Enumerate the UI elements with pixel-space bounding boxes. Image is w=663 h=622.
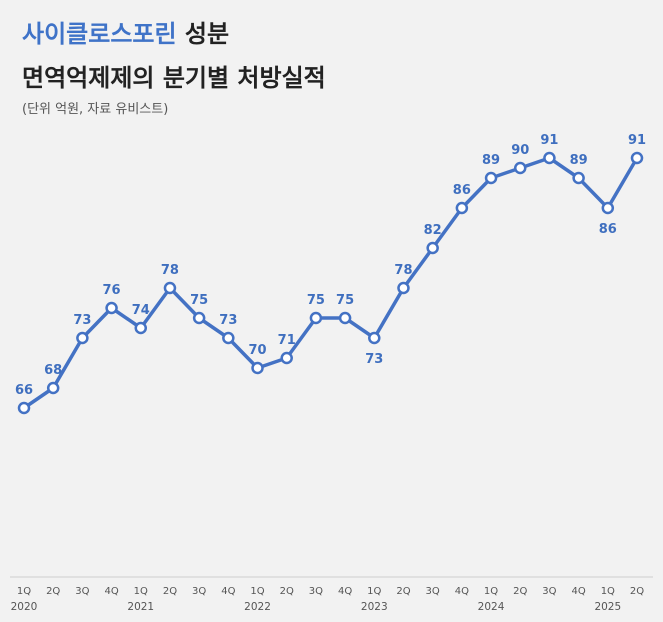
data-label: 82 [424,223,442,238]
x-tick-label: 4Q [338,586,352,597]
data-point [17,401,31,415]
series-line [22,156,639,410]
series-line-layer [22,156,639,410]
data-label: 90 [511,143,529,158]
x-tick-label: 3Q [309,586,323,597]
data-label: 89 [570,153,588,168]
data-point [426,241,439,255]
x-tick-label: 3Q [192,586,206,597]
data-point [192,311,206,325]
x-axis: 1Q 2Q 3Q 4Q 1Q 2Q 3Q 4Q 1Q 2Q 3Q 4Q 1Q 2Q 3Q 4Q 1Q 2Q 3Q 4Q… [10,576,653,613]
x-year-label: 2020 [11,601,38,613]
title-accent: 사이클로스포린 [22,20,177,48]
data-point [76,331,89,345]
data-label: 86 [453,183,471,198]
data-label: 91 [628,133,646,148]
x-year-label: 2025 [594,601,621,613]
data-label: 78 [394,263,412,278]
x-tick-label: 2Q [280,586,294,597]
data-label: 75 [336,293,354,308]
data-label: 71 [278,333,296,348]
title-rest: 성분 [176,20,230,48]
x-tick-label: 3Q [75,586,89,597]
data-point [601,201,615,215]
data-point [163,281,177,295]
data-point [513,161,527,175]
data-point [455,201,469,215]
data-point [484,171,498,185]
data-label: 66 [15,383,33,398]
x-tick-label: 4Q [572,586,586,597]
x-tick-label: 2Q [513,586,527,597]
x-tick-label: 1Q [134,586,148,597]
x-tick-label: 2Q [46,586,60,597]
x-tick-label: 2Q [163,586,177,597]
data-point [251,361,264,375]
data-point [572,171,585,185]
data-point [46,381,60,395]
chart-title-line2: 면역억제제의 분기별 처방실적 [22,64,326,92]
chart-subtitle: (단위 억원, 자료 유비스트) [22,102,169,117]
chart-title-line1: 사이클로스포린 성분 [22,18,326,50]
data-point [280,351,293,365]
x-tick-label: 4Q [104,586,118,597]
data-points [17,151,644,415]
data-point [309,311,323,325]
data-label: 86 [599,222,617,237]
data-point [397,281,410,295]
data-label: 91 [540,133,558,148]
data-point [222,331,235,345]
data-label: 76 [103,283,121,298]
data-point [543,151,556,165]
data-label: 78 [161,263,179,278]
x-tick-label: 1Q [17,586,31,597]
x-tick-label: 1Q [601,586,615,597]
x-year-label: 2023 [361,601,388,613]
data-point [368,331,381,345]
chart-header: 사이클로스포린 성분 면역억제제의 분기별 처방실적 (단위 억원, 자료 유비… [22,18,326,117]
data-point [338,311,352,325]
x-tick-label: 4Q [221,586,235,597]
data-label: 68 [44,363,62,378]
x-tick-label: 1Q [484,586,498,597]
x-tick-label: 2Q [630,586,644,597]
x-tick-label: 4Q [455,586,469,597]
data-label: 70 [248,343,266,358]
data-label: 73 [219,313,237,328]
data-point [134,321,148,335]
x-year-label: 2024 [478,601,505,613]
data-label: 75 [307,293,325,308]
x-tick-label: 2Q [396,586,410,597]
x-year-label: 2022 [244,601,271,613]
x-year-label: 2021 [127,601,154,613]
data-labels: 66 68 73 76 74 78 75 73 70 71 75 75 73 78 82 86 89 90 91 89… [15,133,646,398]
data-label: 73 [365,352,383,367]
x-tick-label: 3Q [542,586,556,597]
x-tick-label: 1Q [250,586,264,597]
x-tick-label: 3Q [426,586,440,597]
data-label: 89 [482,153,500,168]
data-point [630,151,644,165]
data-label: 74 [132,303,150,318]
data-label: 73 [73,313,91,328]
data-label: 75 [190,293,208,308]
data-point [105,301,118,315]
x-tick-label: 1Q [367,586,381,597]
